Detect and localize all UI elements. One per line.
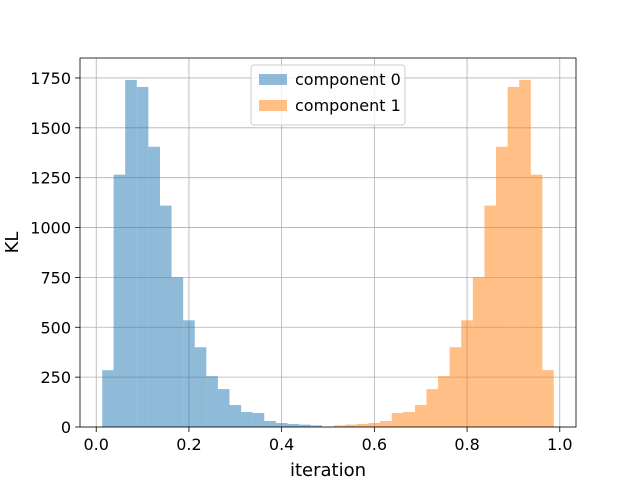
bar-series-1-bin-5 <box>391 413 404 427</box>
x-axis-ticks: 0.0 0.2 0.4 0.6 0.8 1.0 <box>83 427 573 454</box>
bar-series-0-bin-12 <box>241 412 253 427</box>
y-tick-label-4: 1000 <box>30 219 71 238</box>
bar-series-0-bin-16 <box>287 424 300 427</box>
x-tick-label-2: 0.4 <box>269 435 294 454</box>
y-tick-label-5: 1250 <box>30 169 71 188</box>
bar-series-0-bin-13 <box>252 413 265 427</box>
bar-series-0-bin-7 <box>183 320 195 427</box>
bar-series-1-bin-0 <box>334 425 346 427</box>
bar-series-0-bin-0 <box>102 370 114 427</box>
bar-series-0-bin-18 <box>310 425 322 427</box>
bar-series-1-bin-11 <box>461 320 473 427</box>
legend-label-component-1: component 1 <box>295 96 401 115</box>
legend: component 0 component 1 <box>250 64 406 126</box>
bar-series-0-bin-2 <box>125 79 137 427</box>
bar-series-1-bin-1 <box>345 424 357 427</box>
y-tick-label-2: 500 <box>40 318 71 337</box>
bar-series-0-bin-11 <box>229 405 242 427</box>
y-axis-label: KL <box>2 232 23 254</box>
y-tick-label-0: 0 <box>61 418 71 437</box>
bar-series-0-bin-8 <box>194 347 207 427</box>
y-tick-label-6: 1500 <box>30 119 71 138</box>
bar-series-1-bin-13 <box>484 205 497 427</box>
bar-series-1-bin-15 <box>507 86 520 427</box>
legend-swatch-component-0 <box>259 74 287 85</box>
bar-series-0-bin-9 <box>206 376 218 427</box>
x-axis-label: iteration <box>290 460 366 480</box>
bar-series-0-bin-4 <box>148 146 160 427</box>
x-tick-label-3: 0.6 <box>362 435 387 454</box>
bar-series-0-bin-17 <box>299 424 311 427</box>
x-tick-label-5: 1.0 <box>547 435 572 454</box>
bar-series-1-bin-10 <box>449 347 462 427</box>
bar-series-1-bin-16 <box>519 79 531 427</box>
x-tick-label-1: 0.2 <box>176 435 201 454</box>
x-tick-label-4: 0.8 <box>454 435 479 454</box>
bar-series-1-bin-2 <box>356 424 369 427</box>
bar-series-0-bin-10 <box>217 389 230 427</box>
bar-series-0-bin-15 <box>275 423 288 427</box>
bar-series-0-bin-6 <box>171 277 184 427</box>
legend-box <box>250 64 406 126</box>
bar-series-0-bin-3 <box>136 86 149 427</box>
x-tick-label-0: 0.0 <box>83 435 108 454</box>
y-tick-label-1: 250 <box>40 368 71 387</box>
y-tick-label-3: 750 <box>40 268 71 287</box>
bar-series-1-bin-17 <box>530 174 543 427</box>
bar-series-1-bin-4 <box>380 421 392 427</box>
histogram-bars <box>102 79 554 427</box>
plot-frame <box>79 57 577 428</box>
y-axis-ticks: 0 250 500 750 1000 1250 1500 1750 <box>30 69 80 437</box>
y-tick-label-7: 1750 <box>30 69 71 88</box>
legend-swatch-component-1 <box>259 100 287 111</box>
bar-series-1-bin-14 <box>496 146 508 427</box>
bar-series-1-bin-9 <box>438 376 450 427</box>
bar-series-1-bin-3 <box>368 423 381 427</box>
bar-series-1-bin-18 <box>542 370 554 427</box>
bar-series-1-bin-12 <box>472 277 485 427</box>
bar-series-0-bin-1 <box>113 174 126 427</box>
bar-series-0-bin-5 <box>159 205 172 427</box>
bar-series-1-bin-8 <box>426 389 439 427</box>
bar-series-0-bin-14 <box>264 421 276 427</box>
legend-label-component-0: component 0 <box>295 70 401 89</box>
bar-series-1-bin-7 <box>414 405 427 427</box>
bar-series-1-bin-6 <box>403 412 415 427</box>
